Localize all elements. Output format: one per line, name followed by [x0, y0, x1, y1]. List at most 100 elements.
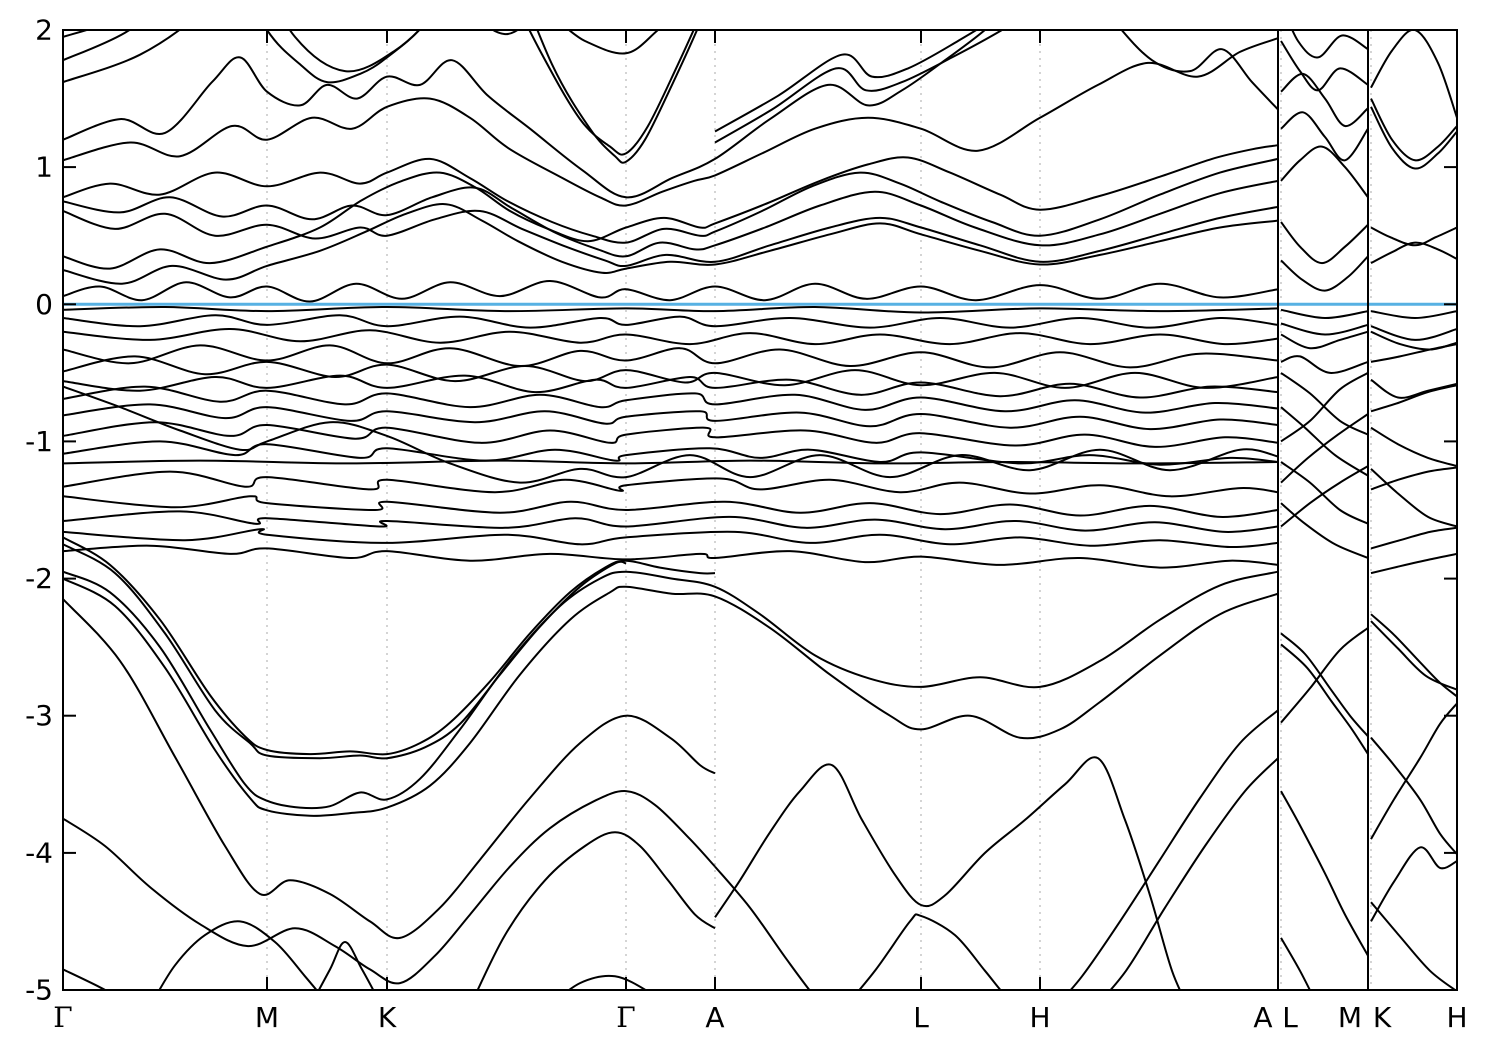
band-path	[1370, 378, 1457, 399]
band-path	[714, 865, 811, 990]
band-path	[63, 544, 1279, 569]
band-path	[63, 440, 1279, 466]
y-axis-label: 2	[35, 14, 53, 47]
x-axis-label: H	[1029, 1001, 1050, 1034]
band-path	[63, 314, 1279, 329]
band-path	[63, 577, 1279, 817]
band-path	[63, 495, 1279, 518]
y-axis-label: -3	[25, 699, 53, 732]
y-axis-label: -5	[25, 974, 53, 1007]
band-path	[63, 344, 1279, 369]
band-path	[1280, 627, 1369, 724]
band-path	[1370, 468, 1457, 528]
band-path	[63, 543, 627, 760]
band-path	[1370, 325, 1457, 341]
band-path	[1069, 709, 1279, 990]
band-path	[714, 30, 979, 133]
band-path	[1370, 241, 1457, 264]
band-path	[858, 913, 1002, 990]
band-path	[1280, 221, 1369, 265]
band-path	[1370, 526, 1457, 550]
band-path	[1280, 72, 1369, 128]
band-path	[1280, 308, 1369, 320]
band-path	[1370, 552, 1457, 575]
axis-ticks	[63, 29, 1457, 991]
x-axis-label: Γ	[53, 1001, 72, 1034]
band-path	[1280, 406, 1369, 477]
band-path	[63, 30, 132, 62]
band-path	[1280, 372, 1369, 443]
band-path	[1370, 343, 1457, 363]
band-path	[63, 30, 987, 199]
x-axis-label: K	[1373, 1001, 1392, 1034]
y-axis-label: -4	[25, 836, 53, 869]
band-path	[1280, 937, 1311, 990]
band-path	[63, 459, 1279, 465]
band-path	[63, 30, 182, 84]
band-path	[158, 920, 318, 990]
x-axis-label: A	[1253, 1001, 1272, 1034]
band-path	[63, 385, 1279, 484]
x-axis-label: A	[705, 1001, 724, 1034]
bands	[63, 30, 1457, 990]
band-path	[63, 327, 1279, 346]
band-path	[714, 30, 1004, 144]
band-path	[491, 30, 660, 55]
band-path	[1370, 620, 1457, 691]
band-path	[1370, 30, 1457, 119]
band-path	[63, 403, 1279, 431]
x-axis-label: M	[255, 1001, 279, 1034]
x-axis-label: K	[378, 1001, 397, 1034]
band-path	[1109, 757, 1279, 990]
band-path	[63, 305, 1279, 314]
band-path	[1370, 737, 1457, 855]
band-path	[63, 470, 1279, 498]
band-path	[1370, 466, 1457, 491]
band-path	[63, 355, 1279, 389]
band-path	[63, 144, 1279, 270]
band-path	[567, 974, 648, 990]
band-path	[1280, 355, 1369, 374]
axis-frame	[62, 29, 1458, 991]
band-path	[63, 203, 1279, 285]
band-path	[1370, 384, 1457, 413]
band-path	[63, 385, 1279, 414]
y-axis-labels: 2 1 0 -1 -2 -3 -4 -5	[25, 14, 53, 1007]
band-path	[1280, 322, 1369, 336]
band-path	[63, 30, 91, 38]
band-path	[1370, 702, 1457, 840]
x-axis-label: H	[1446, 1001, 1467, 1034]
band-path	[1370, 426, 1457, 468]
band-path	[63, 510, 1279, 533]
band-path	[536, 30, 699, 164]
band-path	[63, 570, 1279, 810]
y-axis-label: 0	[35, 288, 53, 321]
band-path	[1280, 111, 1369, 162]
band-path	[63, 598, 716, 940]
band-path	[1280, 255, 1369, 292]
x-axis-label: L	[913, 1001, 929, 1034]
y-axis-label: -1	[25, 425, 53, 458]
band-path	[1370, 846, 1457, 922]
band-path	[1280, 413, 1369, 484]
band-path	[1370, 98, 1457, 162]
band-path	[1280, 632, 1369, 737]
band-path	[1280, 465, 1369, 528]
band-path	[1370, 226, 1457, 247]
band-path	[317, 941, 375, 990]
band-path	[63, 205, 1279, 268]
band-path	[63, 279, 1279, 303]
band-path	[1280, 40, 1369, 92]
band-path	[63, 421, 1279, 448]
band-path	[476, 831, 716, 990]
band-path	[1370, 613, 1457, 698]
band-path	[1280, 502, 1369, 559]
band-path	[1370, 901, 1457, 990]
band-path	[1280, 643, 1369, 755]
band-path	[63, 179, 1279, 258]
band-path	[63, 536, 716, 756]
y-axis-label: 1	[35, 151, 53, 184]
band-path	[1370, 310, 1457, 319]
